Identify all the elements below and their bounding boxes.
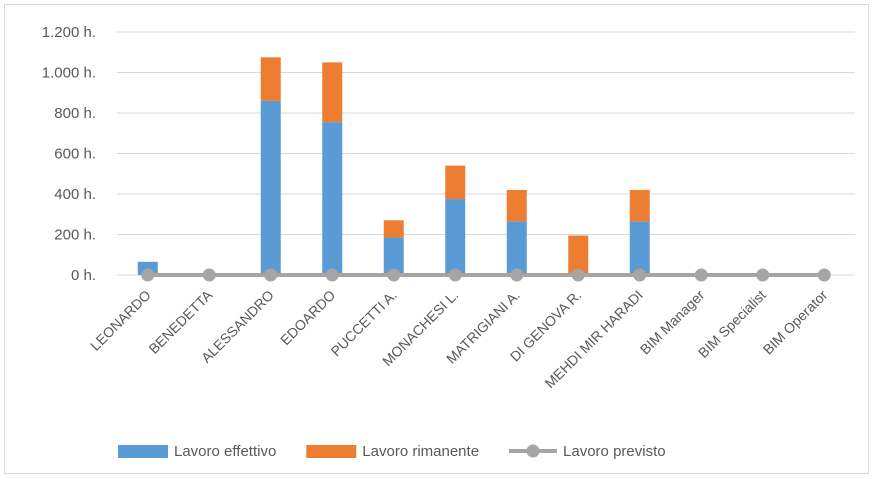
bar-lavoro-effettivo-matrigiani-a [506,221,527,275]
point-lavoro-previsto-benedetta [202,268,216,282]
y-tick-label: 600 h. [54,146,96,163]
gridlines [117,31,855,276]
bar-lavoro-rimanente-puccetti-a [383,220,404,238]
point-lavoro-previsto-matrigiani-a [510,268,524,282]
y-tick-label: 1.200 h. [42,24,96,41]
y-tick-label: 0 h. [71,267,96,284]
chart-frame [4,4,869,474]
bar-lavoro-effettivo-puccetti-a [383,237,404,275]
legend-label: Lavoro previsto [563,443,666,460]
bars [137,57,650,275]
y-axis-ticks: 0 h. 200 h. 400 h. 600 h. 800 h. 1.000 h. 1.20… [42,24,96,284]
legend-item-lavoro-rimanente: Lavoro rimanente [306,443,479,460]
legend-item-lavoro-effettivo: Lavoro effettivo [118,443,276,460]
legend-label: Lavoro effettivo [174,443,276,460]
bar-lavoro-rimanente-mehdi-mir-haradi [629,189,650,222]
bar-lavoro-rimanente-di-genova-r [568,235,589,275]
planned-line [141,268,831,282]
legend-swatch-marker [526,444,540,458]
bar-lavoro-effettivo-edoardo [322,122,343,275]
bar-lavoro-rimanente-matrigiani-a [506,189,527,222]
point-lavoro-previsto-edoardo [325,268,339,282]
bar-lavoro-effettivo-mehdi-mir-haradi [629,221,650,275]
bar-lavoro-effettivo-monachesi-l [445,199,466,275]
y-tick-label: 1.000 h. [42,65,96,82]
point-lavoro-previsto-puccetti-a [387,268,401,282]
bar-lavoro-rimanente-alessandro [260,57,281,101]
point-lavoro-previsto-mehdi-mir-haradi [633,268,647,282]
point-lavoro-previsto-monachesi-l [448,268,462,282]
y-tick-label: 200 h. [54,227,96,244]
point-lavoro-previsto-bim-manager [694,268,708,282]
point-lavoro-previsto-leonardo [141,268,155,282]
legend-item-lavoro-previsto: Lavoro previsto [509,443,666,460]
legend-swatch [118,445,168,458]
point-lavoro-previsto-di-genova-r [571,268,585,282]
y-tick-label: 800 h. [54,105,96,122]
legend: Lavoro effettivo Lavoro rimanente Lavoro p… [118,443,666,460]
legend-swatch [306,445,357,458]
bar-lavoro-rimanente-monachesi-l [445,165,466,200]
point-lavoro-previsto-bim-specialist [756,268,770,282]
point-lavoro-previsto-alessandro [264,268,278,282]
bar-lavoro-rimanente-edoardo [322,62,343,123]
bar-lavoro-effettivo-alessandro [260,100,281,275]
point-lavoro-previsto-bim-operator [817,268,831,282]
y-tick-label: 400 h. [54,186,96,203]
legend-label: Lavoro rimanente [362,443,479,460]
